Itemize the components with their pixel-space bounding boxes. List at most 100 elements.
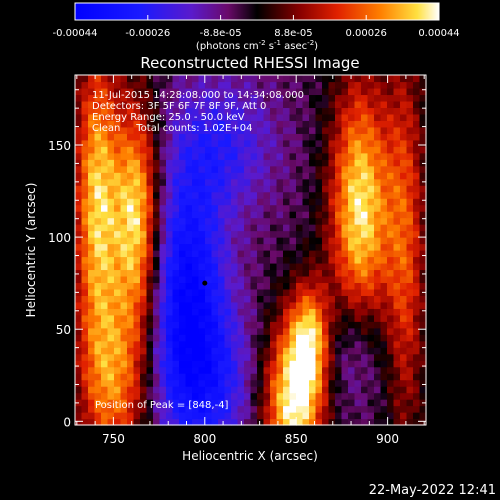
heatmap-cell (387, 301, 395, 309)
heatmap-cell (263, 256, 271, 264)
heatmap-cell (335, 113, 343, 121)
heatmap-cell (166, 133, 174, 141)
heatmap-cell (120, 347, 128, 355)
heatmap-cell (276, 373, 284, 381)
heatmap-cell (107, 126, 115, 134)
heatmap-cell (263, 282, 271, 290)
heatmap-cell (257, 399, 265, 407)
heatmap-cell (224, 224, 232, 232)
heatmap-cell (114, 152, 122, 160)
heatmap-cell (393, 353, 401, 361)
heatmap-cell (354, 269, 362, 277)
heatmap-cell (127, 308, 135, 316)
heatmap-cell (146, 301, 154, 309)
heatmap-cell (257, 314, 265, 322)
heatmap-cell (354, 172, 362, 180)
heatmap-cell (341, 308, 349, 316)
heatmap-cell (406, 275, 414, 284)
heatmap-cell (192, 94, 200, 102)
heatmap-cell (107, 172, 115, 180)
heatmap-cell (75, 139, 83, 147)
heatmap-cell (263, 340, 271, 348)
heatmap-cell (335, 399, 343, 407)
heatmap-cell (276, 392, 284, 400)
heatmap-cell (244, 360, 252, 368)
heatmap-cell (413, 81, 421, 89)
heatmap-cell (107, 152, 115, 160)
heatmap-cell (361, 386, 369, 394)
heatmap-cell (224, 217, 232, 225)
heatmap-cell (361, 321, 369, 329)
heatmap-cell (172, 262, 180, 271)
heatmap-cell (224, 81, 232, 89)
heatmap-cell (205, 146, 213, 154)
heatmap-cell (114, 120, 122, 128)
heatmap-cell (231, 159, 239, 167)
heatmap-cell (140, 113, 148, 121)
heatmap-cell (296, 379, 304, 387)
heatmap-cell (302, 172, 310, 180)
heatmap-cell (283, 256, 291, 264)
heatmap-cell (185, 198, 193, 206)
heatmap-cell (198, 308, 206, 316)
heatmap-cell (289, 301, 297, 309)
heatmap-cell (302, 217, 310, 225)
heatmap-cell (146, 81, 154, 89)
heatmap-cell (133, 243, 141, 251)
heatmap-cell (296, 314, 304, 322)
heatmap-cell (198, 100, 206, 109)
heatmap-cell (88, 256, 96, 264)
heatmap-cell (302, 126, 310, 134)
heatmap-cell (302, 399, 310, 407)
heatmap-cell (296, 224, 304, 232)
heatmap-cell (244, 412, 252, 420)
heatmap-cell (133, 418, 141, 426)
heatmap-cell (114, 256, 122, 264)
heatmap-cell (166, 139, 174, 147)
heatmap-cell (270, 379, 278, 387)
heatmap-cell (315, 269, 323, 277)
heatmap-cell (88, 152, 96, 160)
heatmap-cell (107, 399, 115, 407)
heatmap-cell (198, 243, 206, 251)
heatmap-cell (75, 75, 83, 83)
heatmap-cell (387, 237, 395, 245)
heatmap-cell (75, 282, 83, 290)
heatmap-cell (120, 113, 128, 121)
heatmap-cell (315, 314, 323, 322)
heatmap-cell (263, 165, 271, 173)
heatmap-cell (354, 75, 362, 83)
heatmap-cell (374, 120, 382, 128)
heatmap-cell (276, 107, 284, 115)
heatmap-cell (276, 178, 284, 186)
heatmap-cell (198, 185, 206, 193)
heatmap-cell (159, 250, 167, 258)
heatmap-cell (263, 75, 271, 83)
heatmap-cell (393, 178, 401, 186)
heatmap-cell (218, 340, 226, 348)
heatmap-cell (185, 204, 193, 212)
heatmap-cell (361, 392, 369, 400)
heatmap-cell (276, 321, 284, 329)
heatmap-cell (244, 100, 252, 109)
heatmap-cell (283, 237, 291, 245)
heatmap-cell (380, 399, 388, 407)
heatmap-cell (263, 126, 271, 134)
heatmap-cell (153, 75, 161, 83)
heatmap-cell (133, 100, 141, 109)
heatmap-cell (153, 282, 161, 290)
heatmap-cell (127, 347, 135, 355)
heatmap-cell (263, 178, 271, 186)
heatmap-cell (166, 107, 174, 115)
heatmap-cell (270, 314, 278, 322)
heatmap-cell (153, 250, 161, 258)
heatmap-cell (309, 288, 317, 296)
heatmap-cell (127, 269, 135, 277)
heatmap-cell (367, 386, 375, 394)
heatmap-cell (289, 269, 297, 277)
heatmap-cell (211, 314, 219, 322)
heatmap-cell (341, 340, 349, 348)
heatmap-cell (107, 360, 115, 368)
heatmap-cell (296, 217, 304, 225)
heatmap-cell (231, 237, 239, 245)
